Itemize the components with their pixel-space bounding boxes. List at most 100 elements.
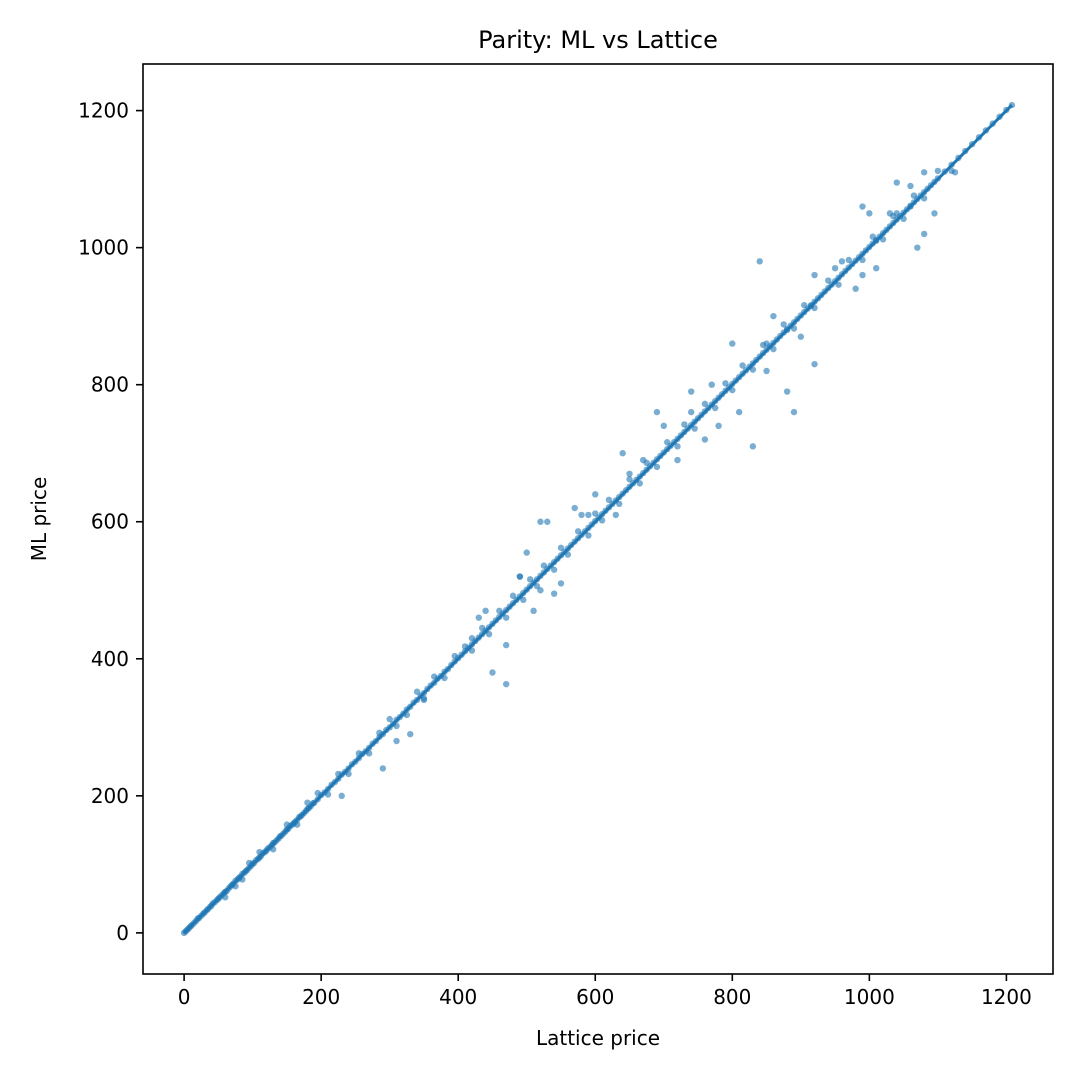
- scatter-point: [866, 210, 873, 217]
- scatter-point: [626, 470, 633, 477]
- x-tick-label: 0: [178, 985, 191, 1009]
- scatter-point: [509, 592, 517, 599]
- y-axis-label: ML price: [27, 477, 51, 562]
- scatter-point: [715, 422, 722, 430]
- scatter-point: [283, 821, 291, 828]
- scatter-point: [431, 673, 438, 680]
- scatter-point: [681, 421, 688, 428]
- scatter-point: [502, 680, 510, 688]
- scatter-point: [338, 792, 345, 800]
- scatter-point: [585, 532, 592, 539]
- x-tick-label: 400: [439, 985, 477, 1009]
- scatter-point: [920, 230, 928, 238]
- scatter-point: [489, 669, 496, 676]
- y-tick-label: 200: [91, 784, 129, 808]
- scatter-point: [616, 500, 623, 508]
- scatter-point: [797, 333, 805, 340]
- scatter-point: [859, 271, 866, 279]
- scatter-point: [482, 607, 489, 615]
- scatter-point: [523, 549, 530, 556]
- y-axis: 0 200 400 600 800 1000 1200: [78, 99, 143, 945]
- scatter-point: [393, 722, 400, 730]
- scatter-point: [708, 381, 715, 388]
- scatter-point: [636, 480, 643, 487]
- x-tick-label: 800: [713, 985, 751, 1009]
- scatter-point: [270, 846, 277, 853]
- scatter-point: [537, 587, 544, 594]
- scatter-point: [475, 614, 482, 621]
- y-tick-label: 400: [91, 647, 129, 671]
- x-tick-label: 1200: [981, 985, 1032, 1009]
- scatter-point: [749, 366, 757, 373]
- scatter-point: [763, 340, 770, 347]
- scatter-point: [256, 848, 263, 856]
- scatter-point: [770, 345, 777, 353]
- scatter-point: [461, 643, 469, 650]
- scatter-point: [729, 386, 736, 394]
- scatter-point: [835, 281, 842, 288]
- scatter-point: [749, 443, 757, 450]
- scatter-point: [526, 576, 534, 583]
- scatter-point: [811, 271, 818, 279]
- scatter-point: [345, 770, 352, 778]
- scatter-point: [520, 596, 527, 604]
- scatter-point: [825, 277, 832, 284]
- scatter-point: [304, 799, 311, 806]
- scatter-point: [770, 312, 777, 320]
- x-axis-label: Lattice price: [536, 1026, 660, 1050]
- scatter-point: [900, 215, 907, 223]
- scatter-point: [914, 244, 921, 251]
- y-tick-label: 1200: [78, 99, 129, 123]
- y-tick-label: 1000: [78, 236, 129, 260]
- scatter-point: [640, 456, 647, 464]
- scatter-point: [790, 408, 798, 416]
- scatter-point: [722, 380, 729, 387]
- scatter-point: [951, 169, 959, 176]
- scatter-point: [664, 439, 671, 446]
- scatter-point: [931, 210, 938, 217]
- chart-title: Parity: ML vs Lattice: [478, 26, 718, 54]
- scatter-point: [756, 258, 763, 265]
- scatter-point: [653, 463, 661, 471]
- scatter-point: [564, 551, 572, 558]
- scatter-point: [907, 182, 914, 190]
- scatter-point: [544, 518, 551, 525]
- scatter-point: [687, 408, 695, 416]
- scatter-point: [386, 715, 393, 723]
- scatter-point: [550, 566, 558, 573]
- scatter-point: [920, 169, 928, 176]
- scatter-point: [496, 607, 503, 615]
- scatter-point: [701, 400, 709, 408]
- x-axis: 0 200 400 600 800 1000 1200: [178, 974, 1032, 1009]
- scatter-point: [831, 265, 839, 272]
- scatter-point: [502, 614, 510, 621]
- scatter-point: [780, 321, 787, 328]
- scatter-point: [530, 607, 537, 615]
- scatter-point: [711, 404, 719, 412]
- scatter-point: [592, 510, 599, 517]
- scatter-point: [612, 511, 620, 519]
- y-tick-label: 600: [91, 510, 129, 534]
- plot-area: [180, 101, 1016, 937]
- scatter-point: [451, 652, 458, 660]
- scatter-point: [729, 340, 736, 347]
- scatter-point: [557, 544, 565, 551]
- scatter-point: [502, 641, 510, 649]
- x-tick-label: 600: [576, 985, 614, 1009]
- scatter-point: [407, 730, 414, 738]
- scatter-point: [585, 511, 592, 519]
- scatter-point: [365, 750, 373, 757]
- scatter-point: [859, 256, 866, 264]
- scatter-point: [222, 894, 229, 901]
- scatter-point: [468, 635, 476, 642]
- scatter-point: [852, 285, 859, 292]
- scatter-point: [735, 408, 743, 416]
- scatter-point: [420, 696, 428, 704]
- scatter-point: [801, 302, 808, 309]
- scatter-point: [783, 388, 791, 395]
- scatter-point: [920, 195, 928, 202]
- scatter-point: [592, 491, 599, 498]
- scatter-point: [557, 580, 565, 587]
- scatter-point: [379, 765, 387, 772]
